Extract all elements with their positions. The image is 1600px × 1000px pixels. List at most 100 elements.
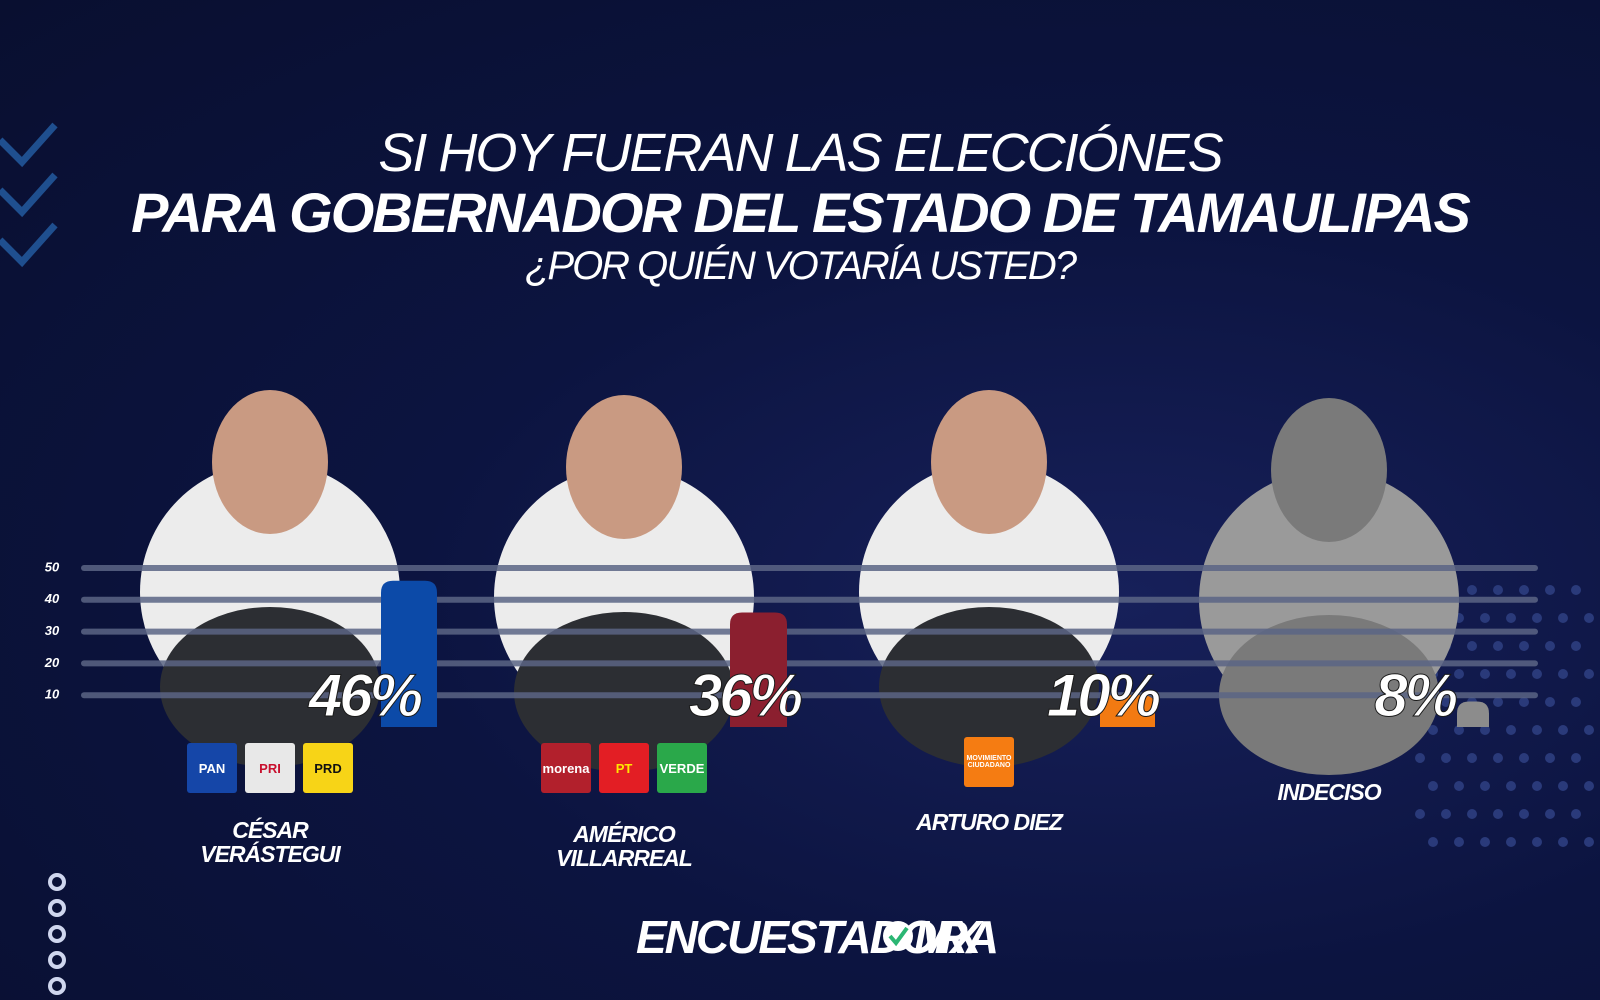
decor-dot [1493,753,1503,763]
y-tick-label: 10 [45,687,60,702]
decor-dot [1415,753,1425,763]
decor-dot [1506,837,1516,847]
decor-dot [1519,585,1529,595]
candidate-name: INDECISO [1277,779,1381,805]
party-logo: morena [541,743,591,793]
party-logo: PRI [245,743,295,793]
decor-dot [1493,697,1503,707]
decor-dot [1480,781,1490,791]
decor-rings [48,873,66,995]
y-tick-label: 50 [45,559,60,574]
decor-dot [1480,725,1490,735]
decor-dot [1545,753,1555,763]
bar [1457,701,1489,727]
decor-dot [1467,641,1477,651]
brand: MX [914,911,981,963]
decor-dot [1441,809,1451,819]
decor-dot [1441,753,1451,763]
photo-head [566,395,682,539]
value-label: 46% [308,662,422,729]
candidate-name: ARTURO DIEZ [916,809,1063,835]
decor-dot [1506,613,1516,623]
decor-dot [1571,809,1581,819]
decor-dot [1584,613,1594,623]
decor-dot [1571,753,1581,763]
party-logo: PRD [303,743,353,793]
photo-head [931,390,1047,534]
title-line: SI HOY FUERAN LAS ELECCIÓNES [378,123,1223,183]
decor-dot [1584,669,1594,679]
decor-dot [1558,837,1568,847]
decor-dot [1571,585,1581,595]
decor-dot [1506,669,1516,679]
party-logo: PT [599,743,649,793]
value-label: 10% [1047,662,1160,729]
decor-dot [1454,781,1464,791]
decor-dot [1584,837,1594,847]
party-logo: MOVIMIENTO CIUDADANO [964,737,1014,787]
photo-body [514,612,734,772]
decor-dot [1441,697,1451,707]
decor-dot [1519,697,1529,707]
decor-checks [0,122,58,268]
decor-dot [1454,837,1464,847]
value-label: 8% [1374,662,1456,729]
decor-dot [1480,613,1490,623]
photo-body [160,607,380,767]
bar [1100,695,1155,727]
value-label: 36% [689,662,802,729]
subtitle: ¿POR QUIÉN VOTARÍA USTED? [524,244,1077,288]
decor-dot [1532,613,1542,623]
y-tick-label: 40 [44,591,60,606]
y-tick-label: 30 [45,623,60,638]
decor-dot [1480,669,1490,679]
decor-dot [1454,725,1464,735]
decor-dot [1506,781,1516,791]
decor-dot [1532,781,1542,791]
decor-dot [1558,781,1568,791]
bar [381,580,437,727]
party-logo: VERDE [657,743,707,793]
candidate-name: AMÉRICO VILLARREAL [556,821,693,871]
decor-dot [1428,725,1438,735]
decor-dot [1584,725,1594,735]
decor-dot [1428,837,1438,847]
title-line: PARA GOBERNADOR DEL ESTADO DE TAMAULIPAS [131,181,1471,244]
y-tick-label: 20 [44,655,60,670]
decor-dot [1467,753,1477,763]
brand: ENCUESTADORA [636,911,999,963]
decor-dot [1571,641,1581,651]
decor-dot [1467,585,1477,595]
decor-dot [1493,641,1503,651]
decor-dot [1415,809,1425,819]
decor-dot [1506,725,1516,735]
candidate-name: CÉSAR VERÁSTEGUI [200,817,341,867]
bar [730,612,787,727]
decor-dot [1532,725,1542,735]
photo-body [879,607,1099,767]
decor-dot [1493,585,1503,595]
decor-dot [1467,809,1477,819]
photo-head [1271,398,1387,542]
decor-dot [1493,809,1503,819]
party-logo: PAN [187,743,237,793]
decor-dot [1454,669,1464,679]
decor-dot [1545,697,1555,707]
decor-dot [1428,781,1438,791]
decor-dot [1584,781,1594,791]
decor-dot [1519,641,1529,651]
decor-dot [1558,669,1568,679]
decor-dot [1532,669,1542,679]
decor-dot [1480,837,1490,847]
photo-head [212,390,328,534]
decor-dot [1532,837,1542,847]
decor-dot [1571,697,1581,707]
decor-dot [1558,725,1568,735]
decor-dot [1519,809,1529,819]
decor-dot [1519,753,1529,763]
decor-dot [1558,613,1568,623]
decor-dot [1545,809,1555,819]
decor-dot [1545,641,1555,651]
